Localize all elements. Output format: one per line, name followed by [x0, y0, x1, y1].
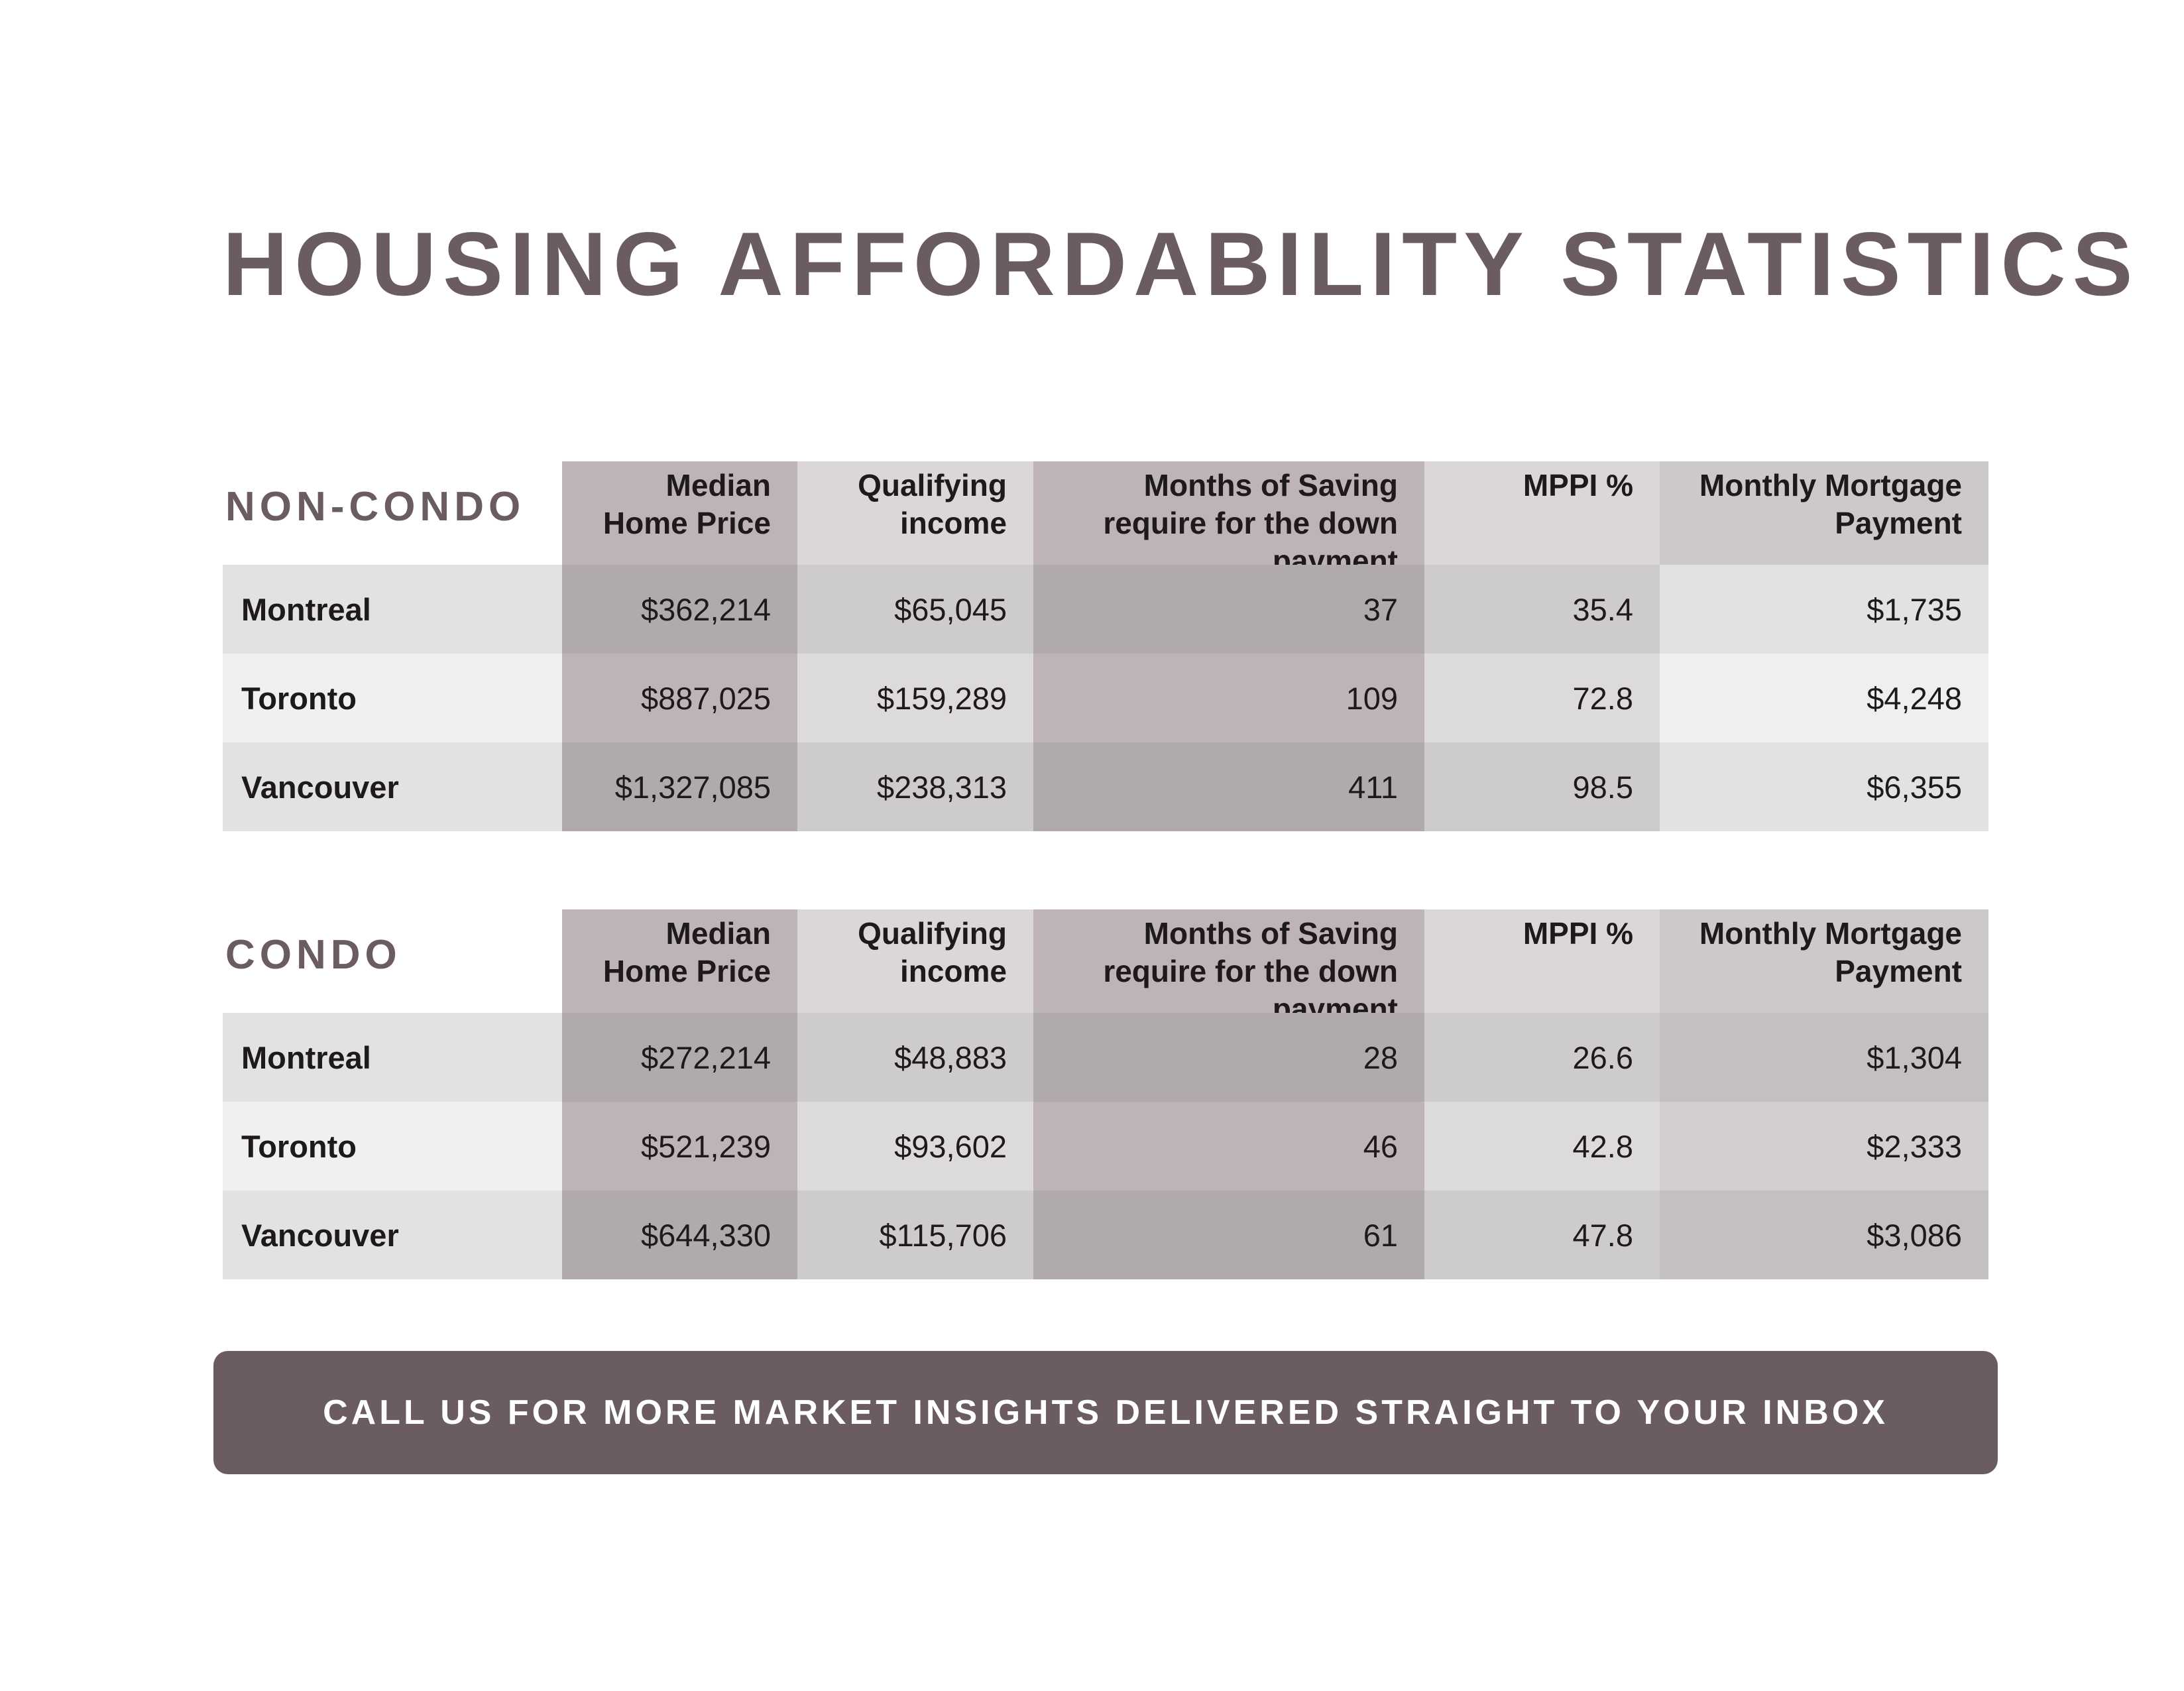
table-header: NON-CONDO Median Home Price Qualifying i… — [223, 461, 1988, 578]
monthly-mortgage-cell: $3,086 — [1660, 1191, 1988, 1279]
table-row: Toronto $521,239 $93,602 46 42.8 $2,333 — [223, 1102, 1988, 1191]
monthly-mortgage-cell: $1,735 — [1660, 565, 1988, 654]
non-condo-table: NON-CONDO Median Home Price Qualifying i… — [223, 461, 1988, 831]
monthly-mortgage-cell: $1,304 — [1660, 1013, 1988, 1102]
qualifying-income-cell: $48,883 — [797, 1013, 1033, 1102]
months-saving-cell: 37 — [1033, 565, 1424, 654]
condo-table: CONDO Median Home Price Qualifying incom… — [223, 909, 1988, 1279]
section-label: NON-CONDO — [225, 484, 526, 530]
median-home-price-cell: $272,214 — [562, 1013, 797, 1102]
column-header-median-home-price: Median Home Price — [562, 461, 797, 565]
mppi-cell: 42.8 — [1424, 1102, 1660, 1191]
cta-banner: CALL US FOR MORE MARKET INSIGHTS DELIVER… — [213, 1351, 1998, 1474]
table-row: Montreal $272,214 $48,883 28 26.6 $1,304 — [223, 1013, 1988, 1102]
column-header-mppi: MPPI % — [1424, 909, 1660, 1013]
city-cell: Toronto — [223, 654, 562, 742]
mppi-cell: 72.8 — [1424, 654, 1660, 742]
months-saving-cell: 46 — [1033, 1102, 1424, 1191]
median-home-price-cell: $887,025 — [562, 654, 797, 742]
mppi-cell: 98.5 — [1424, 742, 1660, 831]
monthly-mortgage-cell: $4,248 — [1660, 654, 1988, 742]
column-header-months-saving: Months of Saving require for the down pa… — [1033, 461, 1424, 578]
column-header-monthly-mortgage: Monthly Mortgage Payment — [1660, 461, 1988, 565]
city-cell: Vancouver — [223, 742, 562, 831]
city-cell: Montreal — [223, 565, 562, 654]
column-header-months-saving: Months of Saving require for the down pa… — [1033, 909, 1424, 1026]
city-cell: Toronto — [223, 1102, 562, 1191]
column-header-mppi: MPPI % — [1424, 461, 1660, 565]
mppi-cell: 47.8 — [1424, 1191, 1660, 1279]
median-home-price-cell: $362,214 — [562, 565, 797, 654]
months-saving-cell: 109 — [1033, 654, 1424, 742]
months-saving-cell: 28 — [1033, 1013, 1424, 1102]
qualifying-income-cell: $238,313 — [797, 742, 1033, 831]
table-row: Vancouver $644,330 $115,706 61 47.8 $3,0… — [223, 1191, 1988, 1279]
qualifying-income-cell: $65,045 — [797, 565, 1033, 654]
median-home-price-cell: $521,239 — [562, 1102, 797, 1191]
qualifying-income-cell: $93,602 — [797, 1102, 1033, 1191]
table-header: CONDO Median Home Price Qualifying incom… — [223, 909, 1988, 1026]
months-saving-cell: 411 — [1033, 742, 1424, 831]
section-label: CONDO — [225, 932, 402, 978]
column-header-monthly-mortgage: Monthly Mortgage Payment — [1660, 909, 1988, 1013]
median-home-price-cell: $1,327,085 — [562, 742, 797, 831]
table-row: Vancouver $1,327,085 $238,313 411 98.5 $… — [223, 742, 1988, 831]
page-title: HOUSING AFFORDABILITY STATISTICS — [223, 213, 2140, 314]
city-cell: Montreal — [223, 1013, 562, 1102]
mppi-cell: 26.6 — [1424, 1013, 1660, 1102]
column-header-qualifying-income: Qualifying income — [797, 461, 1033, 565]
monthly-mortgage-cell: $2,333 — [1660, 1102, 1988, 1191]
months-saving-cell: 61 — [1033, 1191, 1424, 1279]
column-header-median-home-price: Median Home Price — [562, 909, 797, 1013]
table-row: Montreal $362,214 $65,045 37 35.4 $1,735 — [223, 565, 1988, 654]
mppi-cell: 35.4 — [1424, 565, 1660, 654]
column-header-qualifying-income: Qualifying income — [797, 909, 1033, 1013]
qualifying-income-cell: $159,289 — [797, 654, 1033, 742]
table-row: Toronto $887,025 $159,289 109 72.8 $4,24… — [223, 654, 1988, 742]
monthly-mortgage-cell: $6,355 — [1660, 742, 1988, 831]
city-cell: Vancouver — [223, 1191, 562, 1279]
median-home-price-cell: $644,330 — [562, 1191, 797, 1279]
qualifying-income-cell: $115,706 — [797, 1191, 1033, 1279]
